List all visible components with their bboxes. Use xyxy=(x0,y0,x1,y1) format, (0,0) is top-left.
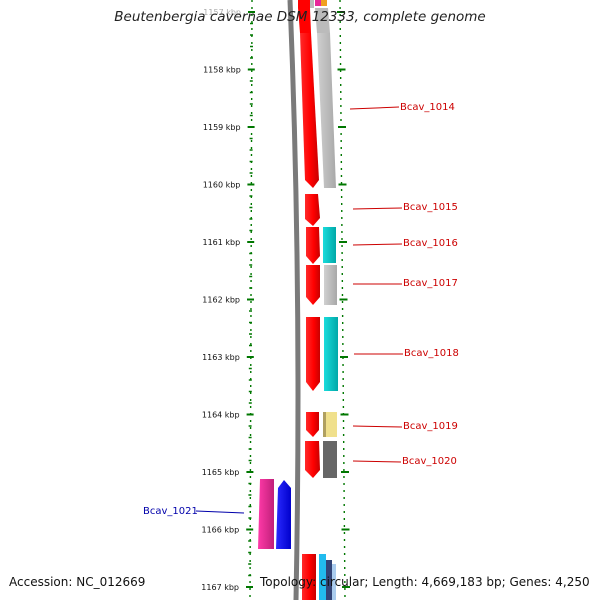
label-bcav-1019[interactable]: Bcav_1019 xyxy=(403,421,458,432)
gene-bcav-1017-grey xyxy=(324,265,337,305)
connector-bcav-1020 xyxy=(352,460,402,463)
connector-bcav-1016 xyxy=(352,243,403,246)
connector-bcav-1019 xyxy=(352,425,403,428)
gene-bottom-cyan xyxy=(319,554,326,600)
gene-bcav-1020-darkgrey xyxy=(323,441,337,478)
label-bcav-1015[interactable]: Bcav_1015 xyxy=(403,202,458,213)
axis-ticks xyxy=(246,11,350,588)
tick-label: 1165 kbp xyxy=(202,468,240,477)
gene-bcav-1014 xyxy=(300,33,319,188)
gene-bcav-1019 xyxy=(306,412,319,437)
tick-label: 1159 kbp xyxy=(203,123,241,132)
label-bcav-1014[interactable]: Bcav_1014 xyxy=(400,102,455,113)
gene-bcav-1017 xyxy=(306,265,320,305)
tick-label: 1160 kbp xyxy=(203,181,241,190)
gene-bottom-light xyxy=(332,564,336,600)
tick-label: 1167 kbp xyxy=(201,583,239,592)
topology-text: Topology: circular; Length: 4,669,183 bp… xyxy=(260,575,590,589)
label-bcav-1016[interactable]: Bcav_1016 xyxy=(403,238,458,249)
connector-bcav-1014 xyxy=(349,106,400,110)
gene-top-red-upper xyxy=(298,8,311,33)
gene-top-red xyxy=(298,0,310,8)
tick-label: 1161 kbp xyxy=(202,238,240,247)
gene-grey-long xyxy=(317,33,336,188)
gene-bcav-1021 xyxy=(276,480,291,549)
tick-label: 1158 kbp xyxy=(203,66,241,75)
label-bcav-1020[interactable]: Bcav_1020 xyxy=(402,456,457,467)
connector-bcav-1021 xyxy=(195,510,245,514)
gene-bcav-1018-cyan xyxy=(324,317,338,391)
tick-label: 1163 kbp xyxy=(202,353,240,362)
genome-backbone xyxy=(287,0,301,600)
gene-bottom-red xyxy=(302,554,316,600)
tick-label: 1162 kbp xyxy=(202,296,240,305)
label-bcav-1017[interactable]: Bcav_1017 xyxy=(403,278,458,289)
gene-bcav-1016-cyan xyxy=(323,227,336,263)
gene-top-orange xyxy=(321,0,327,6)
accession-text: Accession: NC_012669 xyxy=(9,575,146,589)
tick-label: 1166 kbp xyxy=(201,526,239,535)
connector-bcav-1015 xyxy=(352,207,403,210)
tick-label: 1164 kbp xyxy=(202,411,240,420)
gene-bcav-1015 xyxy=(305,194,320,226)
gene-bcav-1016 xyxy=(306,227,320,264)
gene-bcav-1021-magenta xyxy=(258,479,274,549)
gene-bcav-1018 xyxy=(306,317,320,391)
gene-top-white-gap xyxy=(310,8,315,33)
gene-top-magenta xyxy=(315,0,321,6)
gene-bcav-1020 xyxy=(305,441,320,478)
gene-bcav-1019-yellow-edge xyxy=(323,412,326,437)
genome-title: Beutenbergia cavernae DSM 12333, complet… xyxy=(114,9,486,25)
label-bcav-1018[interactable]: Bcav_1018 xyxy=(404,348,459,359)
tick-label: 1157 kbp xyxy=(203,8,241,17)
gene-bcav-1019-yellow xyxy=(323,412,337,437)
gene-top-grey-upper xyxy=(315,8,330,33)
axis-tick-labels: 1157 kbp 1158 kbp 1159 kbp 1160 kbp 1161 kbp… xyxy=(201,8,241,592)
label-bcav-1021[interactable]: Bcav_1021 xyxy=(143,506,198,517)
gene-top-grey xyxy=(310,0,314,8)
gene-bottom-navy xyxy=(326,560,332,600)
